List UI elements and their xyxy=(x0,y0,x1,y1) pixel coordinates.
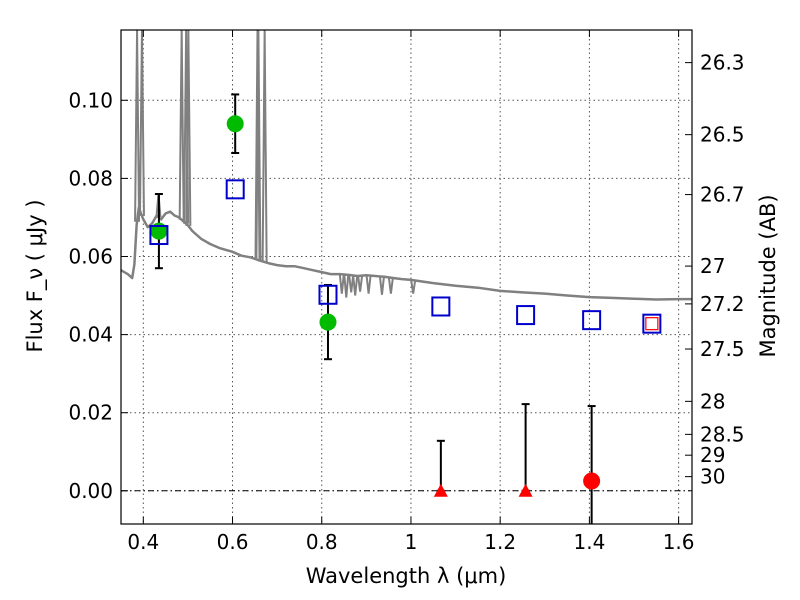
model-absorption-feature xyxy=(378,276,385,295)
x-tick-label: 1.2 xyxy=(484,530,516,554)
x-axis-ticks: 0.4 0.6 0.8 1 1.2 1.4 1.6 xyxy=(127,30,695,554)
magnitude-tick-label: 26.5 xyxy=(700,123,745,147)
magnitude-tick-label: 27.5 xyxy=(700,337,745,361)
model-photometry-point xyxy=(642,313,662,334)
flux-point xyxy=(319,313,337,331)
model-photometry-highlight xyxy=(645,317,659,331)
model-absorption-feature xyxy=(352,275,359,296)
y-tick-label: 0.10 xyxy=(68,88,113,112)
x-tick-label: 0.6 xyxy=(217,530,249,554)
magnitude-tick-label: 26.7 xyxy=(700,183,745,207)
model-photometry-point xyxy=(149,225,169,246)
flux-point xyxy=(226,115,244,133)
model-emission-line xyxy=(261,29,268,263)
model-absorption-feature xyxy=(348,275,355,293)
error-bars xyxy=(154,93,596,524)
plot-frame xyxy=(120,29,693,525)
y-tick-label: 0.08 xyxy=(68,166,113,190)
y-tick-label: 0.06 xyxy=(68,244,113,268)
x-tick-label: 1.4 xyxy=(573,530,605,554)
model-photometry-point xyxy=(516,305,536,326)
model-spectrum xyxy=(120,29,692,301)
data-markers xyxy=(149,115,662,497)
x-tick-label: 1 xyxy=(405,530,418,554)
model-absorption-feature xyxy=(410,280,417,294)
model-absorption-feature xyxy=(365,275,372,294)
model-photometry-point xyxy=(582,310,602,331)
x-tick-label: 1.6 xyxy=(663,530,695,554)
magnitude-tick-label: 27.2 xyxy=(700,292,745,316)
model-continuum xyxy=(120,206,692,301)
magnitude-tick-label: 29 xyxy=(700,443,725,467)
magnitude-axis-title: Magnitude (AB) xyxy=(756,194,780,357)
y-tick-label: 0.04 xyxy=(68,323,113,347)
x-tick-label: 0.8 xyxy=(306,530,338,554)
magnitude-tick-label: 30 xyxy=(700,465,725,489)
model-photometry-point xyxy=(431,296,451,317)
model-emission-line xyxy=(178,29,185,220)
model-absorption-feature xyxy=(387,277,394,294)
model-photometry-point xyxy=(225,179,245,200)
y-axis-title: Flux F_ν ( μJy ) xyxy=(23,199,48,352)
model-photometry-point xyxy=(318,284,338,305)
grid xyxy=(121,30,692,524)
upper-limit-point xyxy=(433,483,448,497)
y-tick-label: 0.00 xyxy=(68,479,113,503)
upper-limit-point xyxy=(518,483,533,497)
magnitude-tick-label: 26.3 xyxy=(700,51,745,75)
model-absorption-feature xyxy=(343,274,350,298)
magnitude-tick-label: 28.5 xyxy=(700,422,745,446)
x-axis-title: Wavelength λ (μm) xyxy=(306,564,507,588)
y-axis-ticks: 0.00 0.02 0.04 0.06 0.08 0.10 xyxy=(68,88,128,503)
magnitude-tick-label: 27 xyxy=(700,254,725,278)
model-absorption-feature xyxy=(338,274,345,294)
y-tick-label: 0.02 xyxy=(68,401,113,425)
x-tick-label: 0.4 xyxy=(127,530,159,554)
magnitude-tick-label: 28 xyxy=(700,389,725,413)
flux-point xyxy=(583,472,601,490)
model-absorption-feature xyxy=(357,275,364,292)
model-emission-line xyxy=(134,29,141,222)
